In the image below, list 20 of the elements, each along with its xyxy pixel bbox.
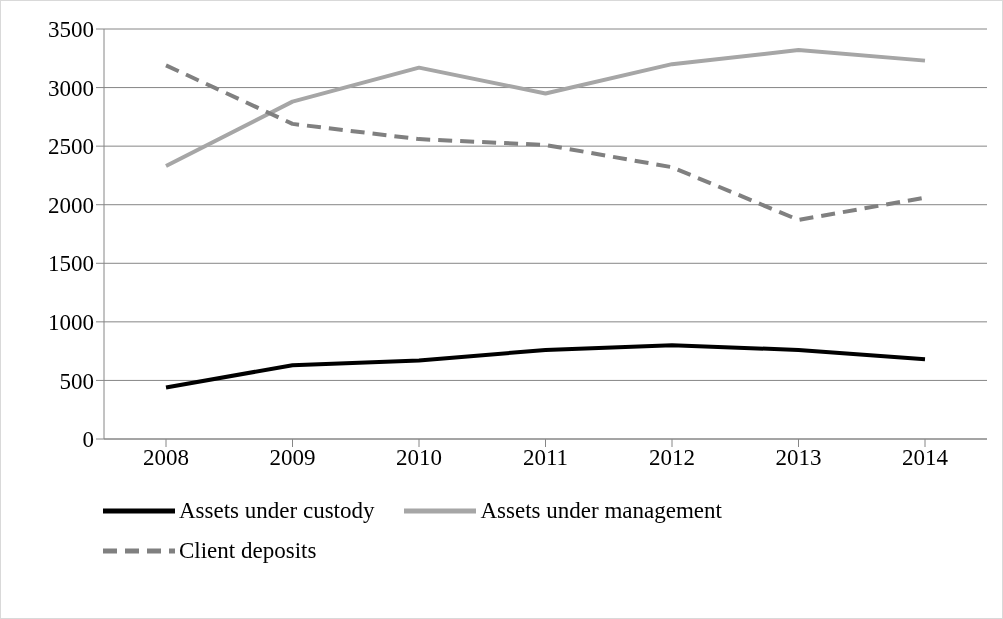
y-tick-label: 0 bbox=[82, 427, 94, 453]
y-tick-label: 2000 bbox=[48, 192, 94, 218]
y-tick-label: 1500 bbox=[48, 251, 94, 277]
y-tick-label: 2500 bbox=[48, 134, 94, 160]
x-tick-label: 2010 bbox=[396, 445, 442, 471]
y-tick-label: 3500 bbox=[48, 17, 94, 43]
x-tick-label: 2014 bbox=[902, 445, 949, 471]
legend-label: Assets under management bbox=[480, 498, 722, 524]
x-tick-label: 2009 bbox=[269, 445, 316, 471]
y-tick-label: 500 bbox=[59, 368, 94, 394]
legend-label: Assets under custody bbox=[179, 498, 375, 524]
y-tick-label: 3000 bbox=[48, 75, 94, 101]
y-tick-label: 1000 bbox=[48, 310, 94, 336]
x-tick-label: 2008 bbox=[143, 445, 189, 471]
x-tick-label: 2012 bbox=[649, 445, 695, 471]
line-series bbox=[164, 48, 927, 169]
legend-label: Client deposits bbox=[179, 538, 317, 564]
x-tick-label: 2011 bbox=[522, 445, 569, 471]
x-tick-label: 2013 bbox=[775, 445, 822, 471]
line-series bbox=[164, 343, 927, 390]
